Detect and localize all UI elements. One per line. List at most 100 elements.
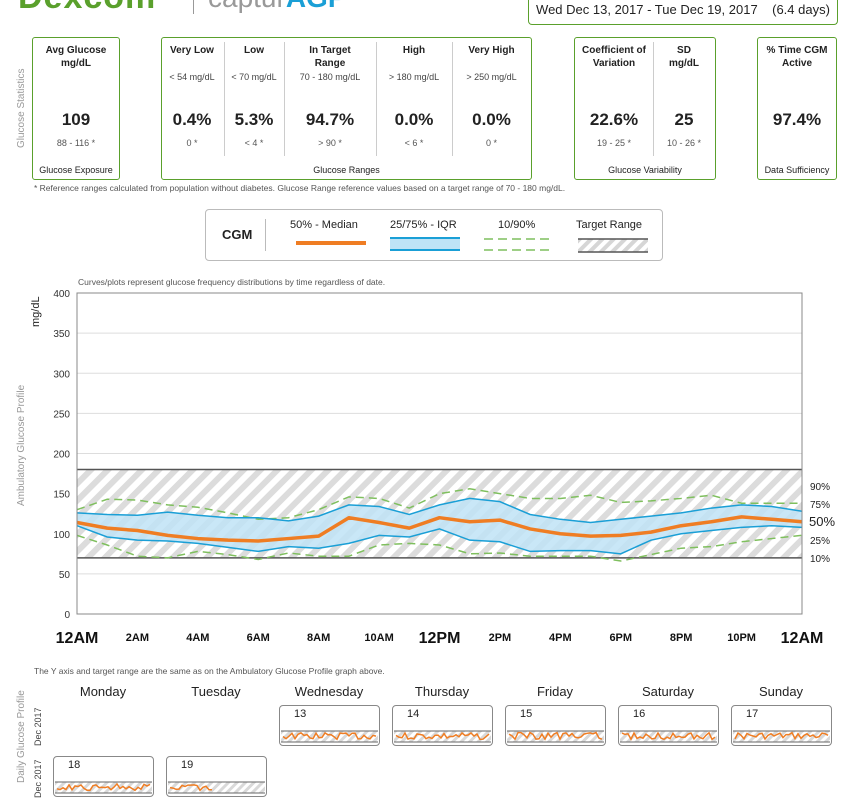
range-ref: < 4 * (244, 138, 264, 148)
product-suffix: AGP (286, 0, 347, 13)
range-sub: > 180 mg/dL (388, 72, 440, 82)
percentile-label: 75% (810, 500, 830, 511)
sd-value: 25 (674, 110, 694, 129)
dexcom-logo: Dexcom (18, 0, 156, 17)
x-tick-label: 12AM (56, 630, 99, 647)
day-sparkline (394, 730, 491, 743)
range-value: 0.0% (394, 110, 434, 129)
range-low: Low < 70 mg/dL 5.3% < 4 * (224, 38, 284, 158)
day-number: 18 (68, 759, 81, 771)
agp-layers: 0 50 100 150 200 250 300 350 400 12AM 2AM 4AM 6AM 8AM… (53, 289, 835, 647)
reference-footnote: * Reference ranges calculated from popul… (34, 183, 566, 193)
day-sparkline (507, 730, 604, 743)
range-sub: 70 - 180 mg/dL (299, 72, 361, 82)
divider (452, 42, 453, 156)
cv-ref: 19 - 25 * (596, 138, 632, 148)
x-tick-label: 10PM (727, 632, 756, 644)
day-sparkline (620, 730, 717, 743)
x-tick-label: 4PM (549, 632, 572, 644)
sd-ref: 10 - 26 * (666, 138, 702, 148)
y-tick-label: 400 (53, 289, 70, 300)
day-number: 13 (294, 708, 307, 720)
avg-glucose-value: 109 (61, 110, 91, 129)
x-tick-label: 6AM (247, 632, 270, 644)
day-cell[interactable]: 14 (392, 705, 493, 746)
agp-note: Curves/plots represent glucose frequency… (78, 277, 386, 287)
y-tick-label: 100 (53, 530, 70, 541)
divider (376, 42, 377, 156)
sd-title: SD mg/dL (669, 45, 699, 69)
weekday-label: Saturday (641, 684, 695, 699)
range-title: High (402, 45, 426, 56)
data-sufficiency-caption: Data Sufficiency (764, 165, 830, 175)
x-tick-label: 4AM (186, 632, 209, 644)
daily-month-label-1: Dec 2017 (33, 707, 43, 746)
y-tick-label: 350 (53, 329, 70, 340)
chart-legend: CGM 50% - Median 25/75% - IQR 10/90% Tar… (205, 209, 663, 261)
legend-target-swatch (578, 238, 648, 253)
range-very-high: Very High > 250 mg/dL 0.0% 0 * (452, 38, 531, 158)
divider (653, 42, 654, 156)
day-number: 19 (181, 759, 194, 771)
x-tick-label: 12PM (419, 630, 461, 647)
day-sparkline (281, 730, 378, 743)
x-tick-label: 2PM (489, 632, 512, 644)
percentile-label: 25% (810, 536, 830, 547)
percentile-label: 50% (809, 514, 835, 529)
weekday-label: Thursday (414, 684, 470, 699)
range-value: 0.0% (472, 110, 511, 129)
range-title: Low (244, 45, 264, 56)
glucose-ranges-caption: Glucose Ranges (313, 165, 380, 175)
legend-10-90-label: 10/90% (498, 219, 536, 231)
day-glucose-line (508, 731, 603, 741)
day-cell[interactable]: 15 (505, 705, 606, 746)
legend-iqr-swatch (390, 237, 460, 251)
day-glucose-line (621, 731, 716, 741)
range-title: Very High (468, 45, 515, 56)
day-cell[interactable]: 13 (279, 705, 380, 746)
day-cell[interactable]: 18 (53, 756, 154, 797)
plot-frame (76, 292, 803, 615)
weekday-label: Friday (536, 684, 574, 699)
series-median-line (76, 515, 803, 543)
date-range-box: Wed Dec 13, 2017 - Tue Dec 19, 2017 (6.4… (528, 0, 838, 25)
weekday-label: Wednesday (294, 684, 364, 699)
day-cell[interactable]: 17 (731, 705, 832, 746)
day-glucose-line (282, 731, 377, 741)
legend-title: CGM (222, 227, 253, 242)
agp-chart: 0 50 100 150 200 250 300 350 400 12AM 2AM 4AM 6AM 8AM… (53, 289, 835, 647)
day-number: 16 (633, 708, 646, 720)
cv-value: 22.6% (589, 110, 639, 129)
cgm-active-title: % Time CGM Active (766, 45, 828, 69)
glucose-ranges-box: Very Low < 54 mg/dL 0.4% 0 * Low < 70 mg… (161, 37, 532, 180)
divider (265, 219, 266, 251)
daily-note: The Y axis and target range are the same… (34, 666, 385, 676)
day-cell[interactable]: 16 (618, 705, 719, 746)
range-sub: < 70 mg/dL (231, 72, 277, 82)
glucose-variability-caption: Glucose Variability (608, 165, 682, 175)
day-number: 14 (407, 708, 420, 720)
divider (224, 42, 225, 156)
glucose-variability-box: Coefficient of Variation 22.6% 19 - 25 *… (574, 37, 716, 180)
series-90-line (76, 488, 802, 521)
y-tick-label: 250 (53, 409, 70, 420)
range-ref: > 90 * (318, 138, 342, 148)
range-ref: < 6 * (404, 138, 424, 148)
product-logo: capturAGP (208, 0, 347, 14)
day-glucose-line (169, 784, 213, 792)
legend-10-90-swatch (484, 238, 554, 251)
days-count: (6.4 days) (772, 2, 830, 17)
day-cell[interactable]: 19 (166, 756, 267, 797)
cv-title: Coefficient of Variation (582, 45, 646, 69)
x-tick-label: 10AM (364, 632, 393, 644)
day-sparkline (55, 781, 152, 794)
avg-glucose-box: Avg Glucose mg/dL 109 88 - 116 * Glucose… (32, 37, 120, 180)
series-10-line (76, 534, 803, 562)
y-tick-label: 150 (53, 490, 70, 501)
range-ref: 0 * (485, 138, 497, 148)
percentile-label: 10% (810, 554, 830, 565)
product-prefix: captur (208, 0, 286, 13)
weekday-label: Tuesday (191, 684, 241, 699)
sd-column: SD mg/dL 25 10 - 26 * (653, 38, 715, 158)
daily-side-label: Daily Glucose Profile (16, 690, 27, 783)
